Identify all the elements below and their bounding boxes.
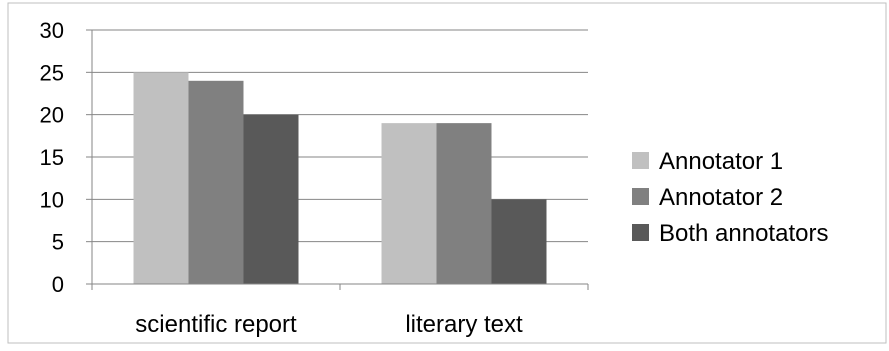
y-tick-label: 30: [40, 18, 64, 43]
x-tick-label: scientific report: [135, 311, 297, 338]
x-tick-label: literary text: [405, 311, 523, 338]
legend-label: Annotator 2: [659, 184, 783, 211]
y-tick-label: 0: [52, 272, 64, 297]
bar-annotator-1-1: [381, 123, 437, 284]
y-tick-label: 25: [40, 60, 64, 85]
bar-both-annotators-1: [491, 199, 547, 284]
y-tick-label: 20: [40, 103, 64, 128]
legend-swatch: [632, 152, 649, 169]
y-tick-label: 10: [40, 187, 64, 212]
legend-swatch: [632, 224, 649, 241]
legend-label: Annotator 1: [659, 148, 783, 175]
legend-label: Both annotators: [659, 220, 828, 247]
y-tick-labels: 0 5 10 15 20 25 30: [40, 18, 64, 297]
x-tick-labels: scientific report literary text: [135, 311, 523, 338]
axes: [86, 29, 589, 290]
y-tick-label: 15: [40, 145, 64, 170]
bars: [133, 72, 547, 285]
y-tick-label: 5: [52, 230, 64, 255]
bar-annotator-1-0: [133, 72, 189, 284]
bar-both-annotators-0: [243, 114, 299, 285]
bar-annotator-2-1: [436, 123, 492, 284]
legend-swatch: [632, 188, 649, 205]
legend: Annotator 1 Annotator 2 Both annotators: [632, 148, 828, 247]
bar-annotator-2-0: [188, 80, 244, 284]
